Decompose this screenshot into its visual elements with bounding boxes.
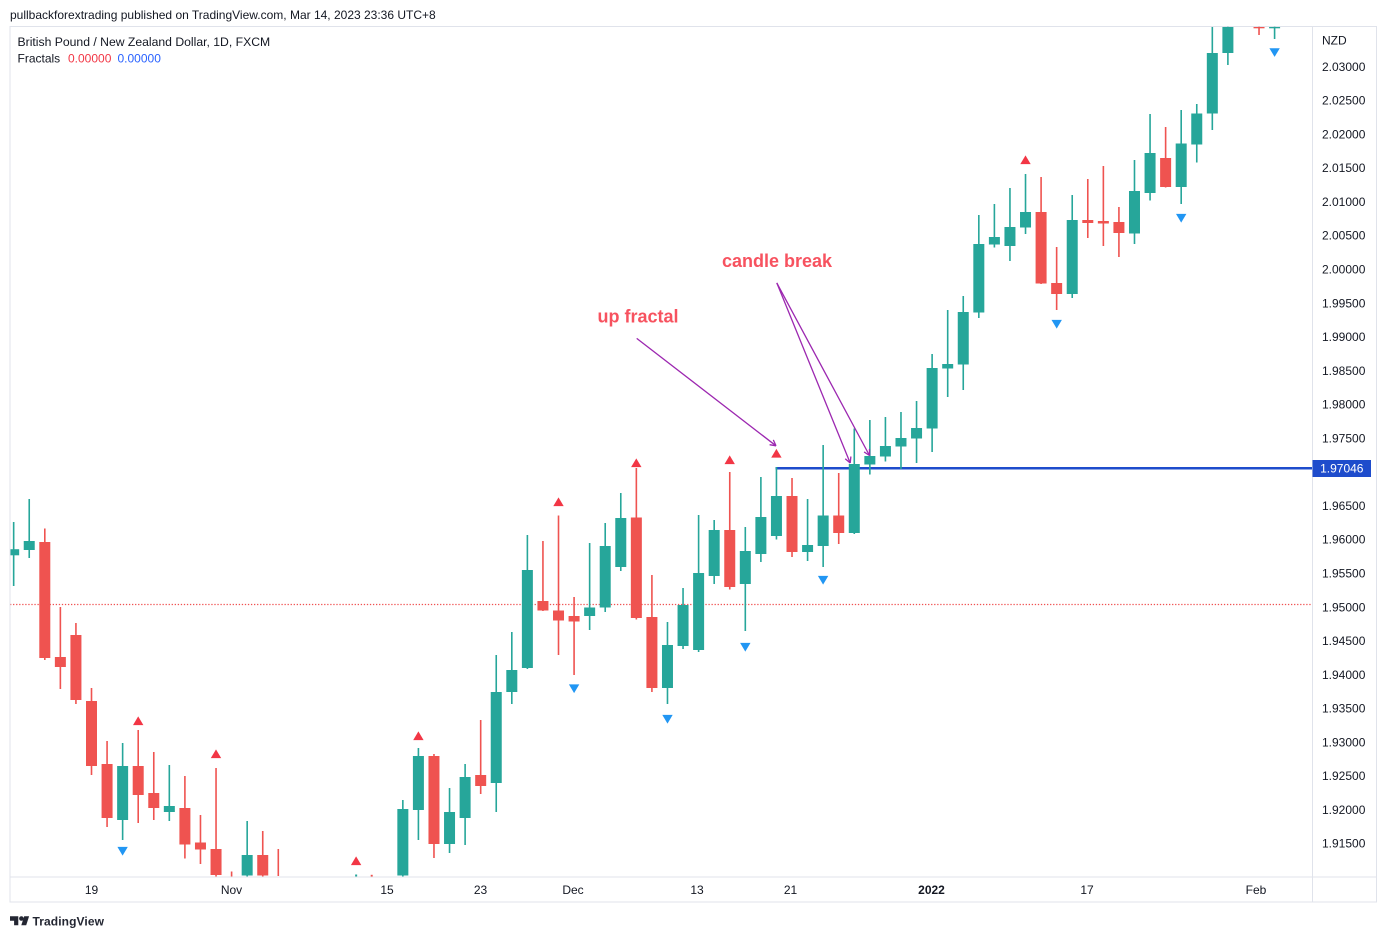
svg-text:2.01500: 2.01500 — [1322, 161, 1366, 175]
svg-text:1.94500: 1.94500 — [1322, 634, 1366, 648]
svg-text:Nov: Nov — [221, 883, 242, 897]
svg-text:1.95500: 1.95500 — [1322, 567, 1366, 581]
svg-text:19: 19 — [85, 883, 99, 897]
svg-text:1.98000: 1.98000 — [1322, 398, 1366, 412]
svg-text:Dec: Dec — [562, 883, 583, 897]
svg-text:British Pound / New Zealand Do: British Pound / New Zealand Dollar, 1D, … — [18, 35, 271, 49]
svg-text:Fractals: Fractals — [18, 51, 61, 65]
svg-text:15: 15 — [380, 883, 394, 897]
svg-text:1.91500: 1.91500 — [1322, 837, 1366, 851]
svg-text:1.93000: 1.93000 — [1322, 735, 1366, 749]
svg-text:2.00500: 2.00500 — [1322, 229, 1366, 243]
svg-text:1.93500: 1.93500 — [1322, 702, 1366, 716]
svg-text:2.02500: 2.02500 — [1322, 94, 1366, 108]
svg-text:17: 17 — [1080, 883, 1094, 897]
svg-text:1.97046: 1.97046 — [1320, 462, 1364, 476]
svg-text:1.96500: 1.96500 — [1322, 499, 1366, 513]
svg-text:Feb: Feb — [1246, 883, 1267, 897]
svg-text:13: 13 — [690, 883, 704, 897]
svg-text:2.02000: 2.02000 — [1322, 127, 1366, 141]
svg-text:1.94000: 1.94000 — [1322, 668, 1366, 682]
svg-text:candle break: candle break — [722, 251, 833, 271]
svg-text:1.99000: 1.99000 — [1322, 330, 1366, 344]
svg-text:0.00000: 0.00000 — [118, 51, 162, 65]
svg-text:1.92000: 1.92000 — [1322, 803, 1366, 817]
svg-text:pullbackforextrading published: pullbackforextrading published on Tradin… — [10, 8, 436, 22]
svg-text:0.00000: 0.00000 — [68, 51, 112, 65]
svg-text:2.00000: 2.00000 — [1322, 263, 1366, 277]
svg-text:23: 23 — [474, 883, 488, 897]
svg-text:1.96000: 1.96000 — [1322, 533, 1366, 547]
svg-text:TradingView: TradingView — [33, 914, 105, 928]
svg-text:1.98500: 1.98500 — [1322, 364, 1366, 378]
svg-text:up fractal: up fractal — [597, 307, 678, 327]
svg-text:21: 21 — [784, 883, 798, 897]
svg-text:1.97500: 1.97500 — [1322, 431, 1366, 445]
svg-text:2.03000: 2.03000 — [1322, 60, 1366, 74]
svg-text:1.99500: 1.99500 — [1322, 296, 1366, 310]
svg-text:1.92500: 1.92500 — [1322, 769, 1366, 783]
svg-text:2.01000: 2.01000 — [1322, 195, 1366, 209]
svg-text:2022: 2022 — [918, 883, 945, 897]
svg-text:1.95000: 1.95000 — [1322, 600, 1366, 614]
svg-text:NZD: NZD — [1322, 33, 1347, 47]
